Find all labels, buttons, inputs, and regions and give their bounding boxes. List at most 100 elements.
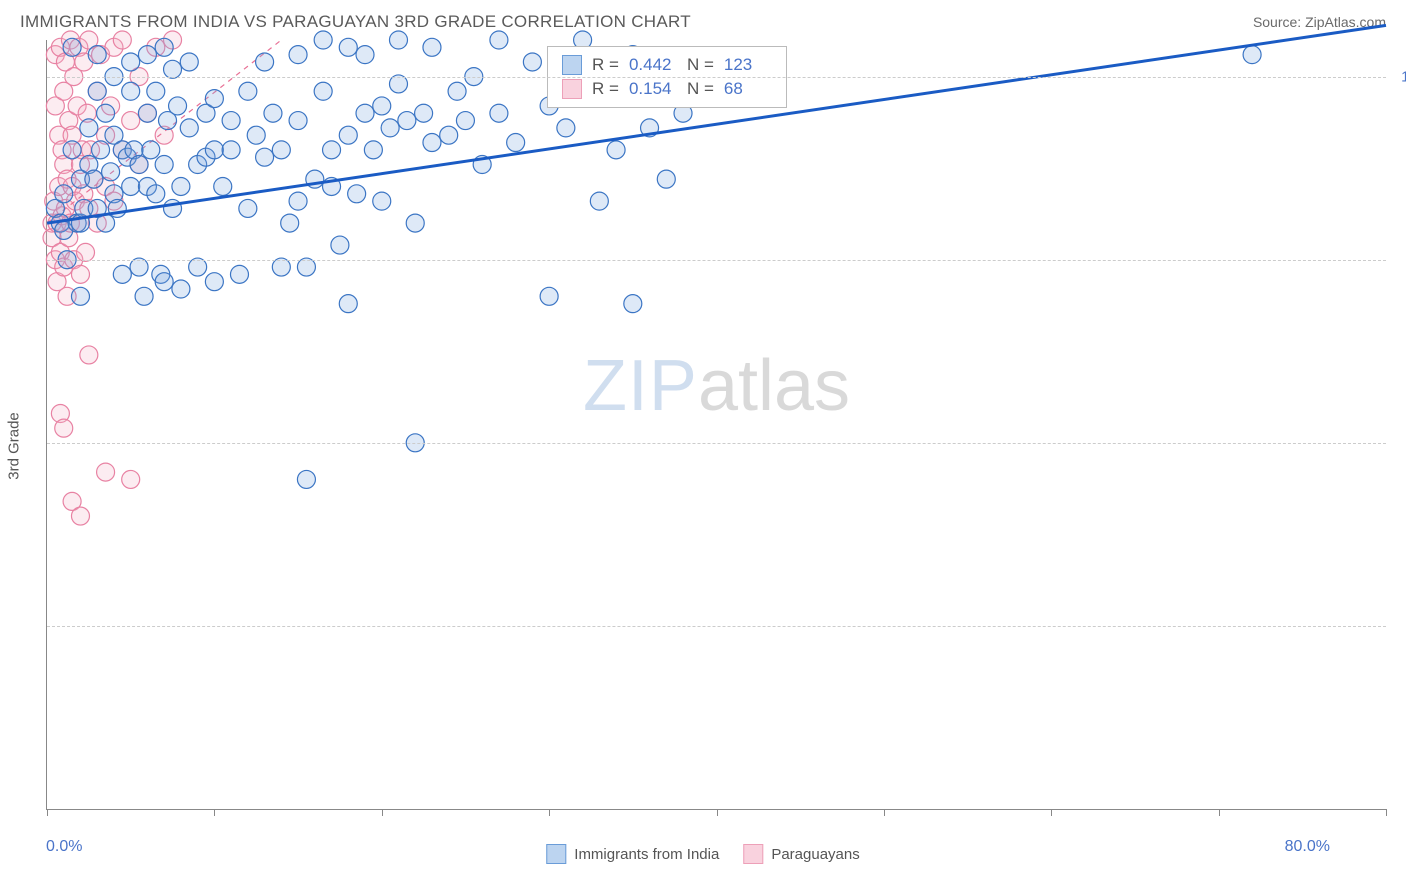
legend-swatch-india bbox=[546, 844, 566, 864]
data-point-india bbox=[239, 82, 257, 100]
data-point-india bbox=[172, 177, 190, 195]
data-point-india bbox=[71, 287, 89, 305]
x-axis-min-label: 0.0% bbox=[46, 838, 82, 856]
data-point-india bbox=[85, 170, 103, 188]
data-point-india bbox=[63, 38, 81, 56]
data-point-india bbox=[97, 104, 115, 122]
data-point-india bbox=[189, 258, 207, 276]
data-point-paraguay bbox=[55, 419, 73, 437]
chart-title: IMMIGRANTS FROM INDIA VS PARAGUAYAN 3RD … bbox=[20, 12, 691, 32]
data-point-india bbox=[135, 287, 153, 305]
data-point-india bbox=[339, 38, 357, 56]
x-tick bbox=[717, 809, 718, 816]
x-tick bbox=[47, 809, 48, 816]
data-point-india bbox=[348, 185, 366, 203]
stats-n-label: N = bbox=[687, 79, 714, 99]
data-point-india bbox=[155, 273, 173, 291]
data-point-india bbox=[297, 470, 315, 488]
data-point-india bbox=[607, 141, 625, 159]
data-point-india bbox=[456, 112, 474, 130]
stats-row-paraguay: R =0.154N =68 bbox=[562, 77, 772, 101]
legend-item-india: Immigrants from India bbox=[546, 844, 719, 864]
data-point-india bbox=[590, 192, 608, 210]
data-point-india bbox=[389, 75, 407, 93]
data-point-india bbox=[373, 192, 391, 210]
data-point-india bbox=[289, 46, 307, 64]
data-point-india bbox=[339, 126, 357, 144]
x-tick bbox=[1051, 809, 1052, 816]
data-point-india bbox=[297, 258, 315, 276]
stats-n-value-paraguay: 68 bbox=[724, 79, 772, 99]
data-point-india bbox=[381, 119, 399, 137]
data-point-india bbox=[205, 273, 223, 291]
data-point-india bbox=[222, 112, 240, 130]
chart-plot-area: ZIPatlas R =0.442N =123R =0.154N =68 92.… bbox=[46, 40, 1386, 810]
data-point-india bbox=[289, 112, 307, 130]
data-point-india bbox=[289, 192, 307, 210]
gridline-h bbox=[47, 77, 1386, 78]
y-axis-title: 3rd Grade bbox=[6, 412, 23, 480]
x-tick bbox=[884, 809, 885, 816]
data-point-india bbox=[256, 53, 274, 71]
y-tick-label: 92.5% bbox=[1392, 617, 1406, 634]
stats-r-label: R = bbox=[592, 55, 619, 75]
data-point-india bbox=[55, 185, 73, 203]
data-point-india bbox=[440, 126, 458, 144]
gridline-h bbox=[47, 626, 1386, 627]
data-point-india bbox=[406, 214, 424, 232]
data-point-india bbox=[138, 46, 156, 64]
data-point-india bbox=[323, 141, 341, 159]
data-point-india bbox=[415, 104, 433, 122]
data-point-paraguay bbox=[80, 346, 98, 364]
data-point-india bbox=[180, 119, 198, 137]
stats-swatch-india bbox=[562, 55, 582, 75]
data-point-india bbox=[657, 170, 675, 188]
legend-label-india: Immigrants from India bbox=[574, 846, 719, 863]
data-point-india bbox=[92, 141, 110, 159]
data-point-india bbox=[180, 53, 198, 71]
stats-r-value-india: 0.442 bbox=[629, 55, 677, 75]
data-point-india bbox=[356, 104, 374, 122]
data-point-india bbox=[138, 104, 156, 122]
data-point-india bbox=[63, 141, 81, 159]
data-point-india bbox=[247, 126, 265, 144]
data-point-india bbox=[523, 53, 541, 71]
gridline-h bbox=[47, 443, 1386, 444]
data-point-india bbox=[256, 148, 274, 166]
legend-label-paraguay: Paraguayans bbox=[771, 846, 859, 863]
data-point-india bbox=[142, 141, 160, 159]
data-point-india bbox=[264, 104, 282, 122]
data-point-india bbox=[331, 236, 349, 254]
y-tick-label: 97.5% bbox=[1392, 251, 1406, 268]
data-point-india bbox=[205, 90, 223, 108]
data-point-india bbox=[88, 46, 106, 64]
data-point-paraguay bbox=[76, 243, 94, 261]
data-point-india bbox=[490, 104, 508, 122]
data-point-india bbox=[130, 258, 148, 276]
stats-n-label: N = bbox=[687, 55, 714, 75]
stats-n-value-india: 123 bbox=[724, 55, 772, 75]
data-point-paraguay bbox=[97, 463, 115, 481]
data-point-india bbox=[557, 119, 575, 137]
data-point-india bbox=[398, 112, 416, 130]
data-point-india bbox=[364, 141, 382, 159]
y-tick-label: 100.0% bbox=[1392, 68, 1406, 85]
data-point-india bbox=[147, 82, 165, 100]
data-point-india bbox=[222, 141, 240, 159]
legend-item-paraguay: Paraguayans bbox=[743, 844, 859, 864]
data-point-india bbox=[356, 46, 374, 64]
x-tick bbox=[214, 809, 215, 816]
x-axis-max-label: 80.0% bbox=[1285, 838, 1330, 856]
data-point-india bbox=[423, 38, 441, 56]
data-point-india bbox=[80, 119, 98, 137]
data-point-india bbox=[113, 265, 131, 283]
stats-r-value-paraguay: 0.154 bbox=[629, 79, 677, 99]
data-point-india bbox=[239, 199, 257, 217]
data-point-india bbox=[339, 295, 357, 313]
x-tick bbox=[1386, 809, 1387, 816]
data-point-india bbox=[88, 82, 106, 100]
data-point-paraguay bbox=[113, 31, 131, 49]
data-point-paraguay bbox=[71, 265, 89, 283]
data-point-india bbox=[373, 97, 391, 115]
data-point-india bbox=[540, 287, 558, 305]
